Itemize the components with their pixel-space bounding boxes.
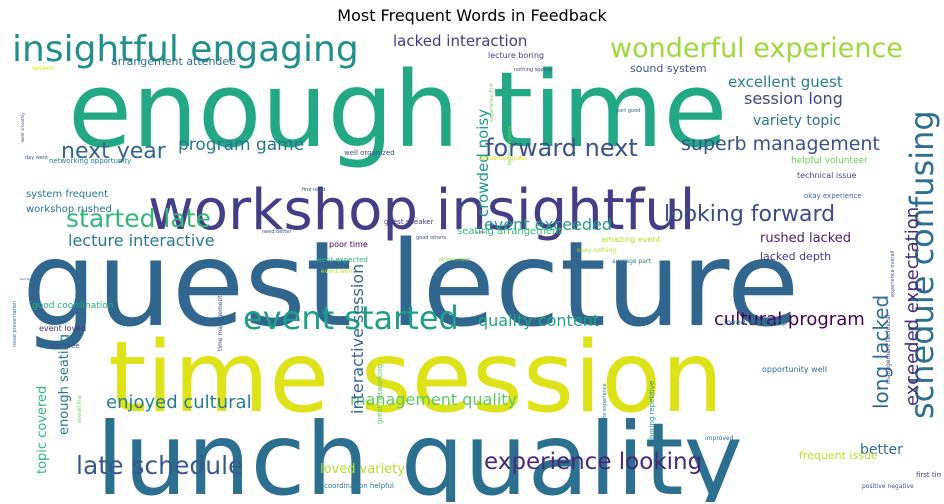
word-loved-variety: loved variety: [320, 462, 405, 477]
word-workshop-guest: workshop guest: [479, 155, 527, 162]
word-opportunity-well: opportunity well: [762, 365, 827, 374]
word-first-time: first time: [916, 471, 941, 479]
word-boring-repetitive: boring repetitive: [648, 381, 656, 439]
word-okay-nothing: okay nothing: [577, 247, 616, 254]
word-time-management: time management: [217, 295, 224, 351]
word-forward-next: forward next: [485, 134, 638, 162]
word-positive-negative: positive negative: [862, 483, 914, 490]
word-event-exceeded: event exceeded: [484, 215, 612, 234]
word-event-went: event went: [321, 268, 355, 275]
word-topic-covered: topic covered: [35, 386, 50, 474]
word-technical-issue: technical issue: [797, 171, 857, 180]
word-improved: improved: [705, 435, 734, 442]
word-excellent-guest: excellent guest: [728, 73, 843, 91]
word-part-good: part good: [616, 108, 640, 114]
word-better-planning: better planning: [507, 126, 513, 165]
word-looking-forward: looking forward: [664, 202, 835, 227]
word-great-networking: great networking: [376, 364, 384, 424]
word-lunch-quality: lunch quality: [96, 401, 743, 502]
word-bad-few: bad few: [20, 277, 33, 281]
word-experience-first: experience first: [489, 83, 495, 122]
word-attendee: attendee: [48, 342, 80, 350]
word-workshop-rushed: workshop rushed: [26, 204, 112, 215]
word-issue-presentation: issue presentation: [12, 301, 18, 347]
word-okay-experience: okay experience: [804, 192, 862, 200]
word-good-others: good others: [416, 235, 446, 241]
word-coordination-helpful: coordination helpful: [324, 482, 394, 490]
chart-title: Most Frequent Words in Feedback: [337, 6, 607, 25]
word-need-better: need better: [262, 229, 292, 235]
word-neither: neither: [475, 230, 487, 234]
word-schedule-confusing: schedule confusing: [903, 110, 941, 419]
word-crowded-noisy: crowded noisy: [474, 109, 492, 217]
word-nothing-special: nothing special: [514, 67, 552, 73]
word-amazing-event: amazing event: [601, 235, 661, 244]
word-networking-opportunity: networking opportunity: [49, 157, 131, 165]
word-guest-speaker: guest speaker: [384, 218, 434, 226]
word-enough-seating: enough seating: [57, 334, 72, 435]
word-loved-workshop: loved workshop: [724, 318, 787, 327]
word-guest-lecture: guest lecture: [22, 215, 799, 353]
word-sound-system: sound system: [630, 62, 707, 75]
word-good-coordination: good coordination: [32, 301, 113, 311]
word-lacked-interaction: lacked interaction: [393, 32, 527, 50]
word-session-long: session long: [744, 89, 843, 108]
word-system-frequent: system frequent: [26, 189, 108, 200]
word-wonderful-experience: wonderful experience: [610, 33, 903, 64]
word-overall-fine: overall fine: [77, 395, 83, 423]
word-event-started: event started: [243, 299, 459, 337]
word-started-late: started late: [66, 204, 211, 233]
word-long-lacked: long lacked: [869, 295, 893, 409]
word-arrangement-attendee: arrangement attendee: [111, 55, 236, 68]
word-enough-time: enough time: [68, 49, 727, 171]
word-cloud: enough time guest lecture time session lunc…: [8, 29, 941, 502]
word-late-schedule: late schedule: [76, 451, 243, 480]
word-helpful-volunteer: helpful volunteer: [791, 156, 868, 166]
word-exceeded-expectation: exceeded expectation: [902, 207, 923, 406]
word-lecture-interactive: lecture interactive: [68, 231, 215, 250]
word-next-year: next year: [61, 139, 167, 164]
word-insightful-engaging: insightful engaging: [12, 29, 359, 70]
word-well-organized: well organized: [344, 149, 395, 157]
word-interactive-session: interactive session: [348, 264, 367, 414]
word-event-loved: event loved: [39, 324, 86, 333]
word-enjoyed-cultural: enjoyed cultural: [106, 392, 252, 413]
word-seating-arrangement: seating arrangement: [457, 226, 562, 237]
word-workshop-insightful: workshop insightful: [148, 178, 695, 243]
word-moderate-experience: moderate experience: [602, 383, 608, 437]
word-superb-management: superb management: [681, 133, 880, 155]
word-rushed-lacked: rushed lacked: [760, 231, 851, 246]
word-fine-need: fine need: [302, 187, 325, 193]
word-session: session: [32, 65, 54, 72]
word-lacked-depth: lacked depth: [760, 250, 831, 263]
word-time-session: time session: [108, 321, 723, 435]
word-management-quality: management quality: [350, 390, 517, 409]
word-quality-content: quality content: [478, 311, 599, 330]
word-cultural-program: cultural program: [714, 309, 865, 330]
word-management-technical: management technical: [885, 314, 892, 384]
word-poor-time: poor time: [329, 240, 368, 249]
word-experience-looking: experience looking: [484, 449, 702, 475]
word-lecture-boring: lecture boring: [488, 51, 544, 60]
word-better: better: [860, 442, 903, 458]
word-frequent-issue: frequent issue: [799, 449, 878, 462]
word-program-game: program game: [178, 135, 304, 155]
word-average-part: average part: [612, 258, 651, 265]
word-others-much: others much: [439, 257, 470, 263]
word-went-expected: went expected: [316, 256, 368, 264]
word-variety-topic: variety topic: [753, 113, 841, 129]
word-experience-overall: experience overall: [890, 251, 896, 297]
word-went-smoothly: went smoothly: [20, 112, 25, 142]
word-day-went: day went: [25, 155, 48, 161]
